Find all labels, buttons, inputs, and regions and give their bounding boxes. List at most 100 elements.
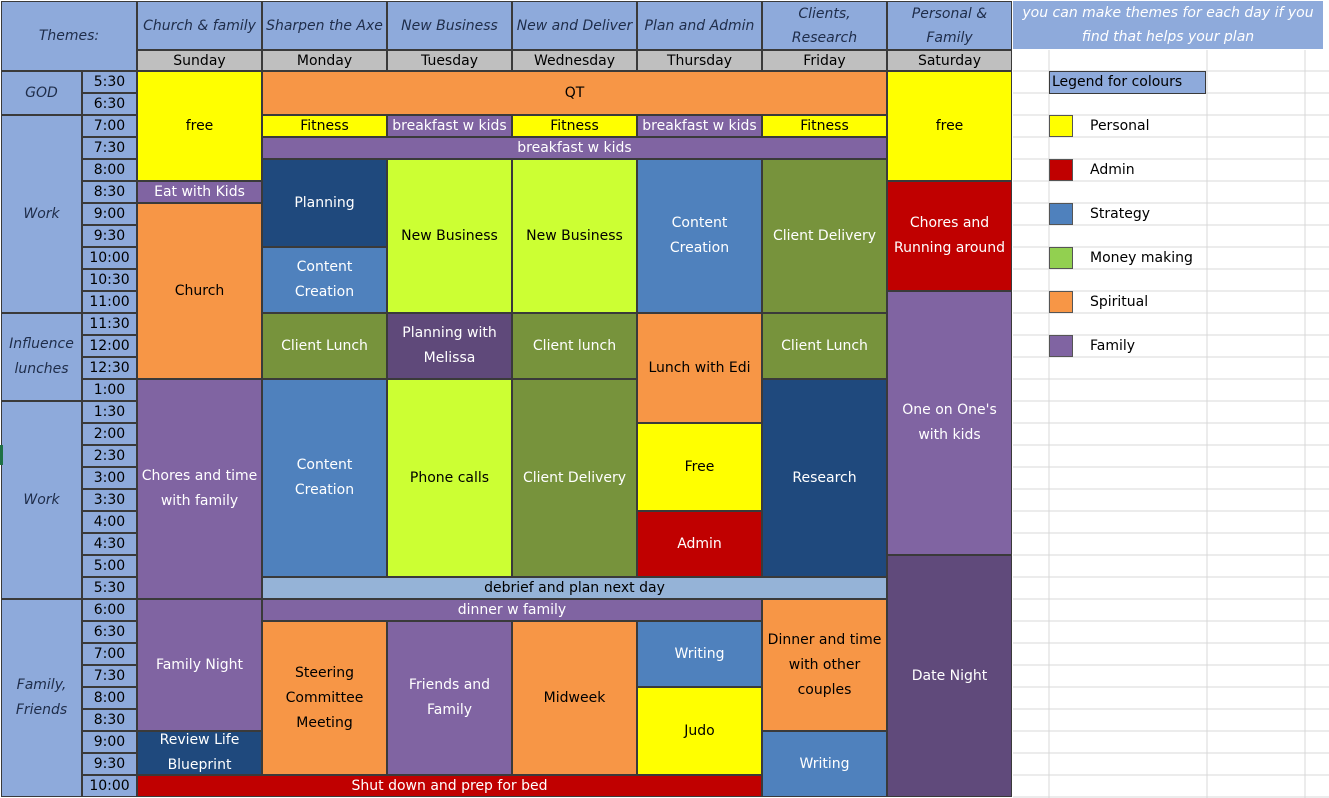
event-block[interactable]: free <box>137 71 262 181</box>
event-block[interactable]: Fitness <box>262 115 387 137</box>
theme-group-0[interactable]: GOD <box>1 71 82 115</box>
time-slot[interactable]: 4:30 <box>82 533 137 555</box>
time-slot[interactable]: 8:00 <box>82 159 137 181</box>
legend-label[interactable]: Money making <box>1090 250 1193 266</box>
theme-header-3[interactable]: New and Deliver <box>512 1 637 50</box>
day-header-saturday[interactable]: Saturday <box>887 50 1012 71</box>
theme-header-0[interactable]: Church & family <box>137 1 262 50</box>
event-block[interactable]: dinner w family <box>262 599 762 621</box>
day-header-thursday[interactable]: Thursday <box>637 50 762 71</box>
event-block[interactable]: Client lunch <box>512 313 637 379</box>
event-block[interactable]: QT <box>262 71 887 115</box>
event-block[interactable]: Chores and time with family <box>137 379 262 599</box>
time-slot[interactable]: 7:30 <box>82 137 137 159</box>
legend-title[interactable]: Legend for colours <box>1049 71 1206 94</box>
time-slot[interactable]: 9:30 <box>82 753 137 775</box>
time-slot[interactable]: 2:00 <box>82 423 137 445</box>
theme-header-6[interactable]: Personal & Family <box>887 1 1012 50</box>
event-block[interactable]: Chores and Running around <box>887 181 1012 291</box>
event-block[interactable]: Client Delivery <box>762 159 887 313</box>
time-slot[interactable]: 3:30 <box>82 489 137 511</box>
event-block[interactable]: Judo <box>637 687 762 775</box>
event-block[interactable]: Phone calls <box>387 379 512 577</box>
event-block[interactable]: Friends and Family <box>387 621 512 775</box>
event-block[interactable]: Content Creation <box>637 159 762 313</box>
day-header-tuesday[interactable]: Tuesday <box>387 50 512 71</box>
event-block[interactable]: Client Lunch <box>262 313 387 379</box>
time-slot[interactable]: 1:30 <box>82 401 137 423</box>
event-block[interactable]: Content Creation <box>262 379 387 577</box>
event-block[interactable]: Eat with Kids <box>137 181 262 203</box>
day-header-wednesday[interactable]: Wednesday <box>512 50 637 71</box>
event-block[interactable]: Writing <box>762 731 887 797</box>
legend-label[interactable]: Strategy <box>1090 206 1150 222</box>
time-slot[interactable]: 10:30 <box>82 269 137 291</box>
legend-label[interactable]: Spiritual <box>1090 294 1149 310</box>
theme-group-3[interactable]: Work <box>1 401 82 599</box>
event-block[interactable]: Content Creation <box>262 247 387 313</box>
legend-swatch-money-making[interactable] <box>1049 247 1073 269</box>
event-block[interactable]: Planning <box>262 159 387 247</box>
event-block[interactable]: free <box>887 71 1012 181</box>
theme-group-2[interactable]: Influence lunches <box>1 313 82 401</box>
event-block[interactable]: Midweek <box>512 621 637 775</box>
event-block[interactable]: Dinner and time with other couples <box>762 599 887 731</box>
time-slot[interactable]: 6:00 <box>82 599 137 621</box>
event-block[interactable]: Writing <box>637 621 762 687</box>
day-header-friday[interactable]: Friday <box>762 50 887 71</box>
event-block[interactable]: Lunch with Edi <box>637 313 762 423</box>
theme-note[interactable]: you can make themes for each day if you … <box>1013 1 1323 49</box>
event-block[interactable]: Planning with Melissa <box>387 313 512 379</box>
event-block[interactable]: Client Lunch <box>762 313 887 379</box>
event-block[interactable]: Research <box>762 379 887 577</box>
time-slot[interactable]: 12:00 <box>82 335 137 357</box>
time-slot[interactable]: 8:30 <box>82 709 137 731</box>
event-block[interactable]: Steering Committee Meeting <box>262 621 387 775</box>
time-slot[interactable]: 6:30 <box>82 621 137 643</box>
event-block[interactable]: Family Night <box>137 599 262 731</box>
theme-header-5[interactable]: Clients, Research <box>762 1 887 50</box>
time-slot[interactable]: 12:30 <box>82 357 137 379</box>
event-block[interactable]: New Business <box>512 159 637 313</box>
event-block[interactable]: Date Night <box>887 555 1012 797</box>
time-slot[interactable]: 5:00 <box>82 555 137 577</box>
time-slot[interactable]: 2:30 <box>82 445 137 467</box>
time-slot[interactable]: 9:30 <box>82 225 137 247</box>
time-slot[interactable]: 7:30 <box>82 665 137 687</box>
event-block[interactable]: Shut down and prep for bed <box>137 775 762 797</box>
time-slot[interactable]: 9:00 <box>82 203 137 225</box>
legend-swatch-strategy[interactable] <box>1049 203 1073 225</box>
day-header-monday[interactable]: Monday <box>262 50 387 71</box>
event-block[interactable]: Fitness <box>762 115 887 137</box>
event-block[interactable]: Free <box>637 423 762 511</box>
time-slot[interactable]: 8:00 <box>82 687 137 709</box>
legend-label[interactable]: Family <box>1090 338 1136 354</box>
time-slot[interactable]: 7:00 <box>82 115 137 137</box>
time-slot[interactable]: 3:00 <box>82 467 137 489</box>
theme-group-4[interactable]: Family, Friends <box>1 599 82 797</box>
event-block[interactable]: breakfast w kids <box>262 137 887 159</box>
time-slot[interactable]: 7:00 <box>82 643 137 665</box>
event-block[interactable]: breakfast w kids <box>637 115 762 137</box>
theme-header-1[interactable]: Sharpen the Axe <box>262 1 387 50</box>
time-slot[interactable]: 1:00 <box>82 379 137 401</box>
event-block[interactable]: One on One's with kids <box>887 291 1012 555</box>
time-slot[interactable]: 10:00 <box>82 247 137 269</box>
time-slot[interactable]: 10:00 <box>82 775 137 797</box>
event-block[interactable]: New Business <box>387 159 512 313</box>
event-block[interactable]: debrief and plan next day <box>262 577 887 599</box>
legend-swatch-admin[interactable] <box>1049 159 1073 181</box>
time-slot[interactable]: 6:30 <box>82 93 137 115</box>
time-slot[interactable]: 4:00 <box>82 511 137 533</box>
event-block[interactable]: Review Life Blueprint <box>137 731 262 775</box>
event-block[interactable]: breakfast w kids <box>387 115 512 137</box>
themes-label[interactable]: Themes: <box>1 1 137 71</box>
time-slot[interactable]: 5:30 <box>82 71 137 93</box>
time-slot[interactable]: 8:30 <box>82 181 137 203</box>
time-slot[interactable]: 11:30 <box>82 313 137 335</box>
time-slot[interactable]: 11:00 <box>82 291 137 313</box>
event-block[interactable]: Client Delivery <box>512 379 637 577</box>
theme-group-1[interactable]: Work <box>1 115 82 313</box>
theme-header-2[interactable]: New Business <box>387 1 512 50</box>
legend-swatch-spiritual[interactable] <box>1049 291 1073 313</box>
